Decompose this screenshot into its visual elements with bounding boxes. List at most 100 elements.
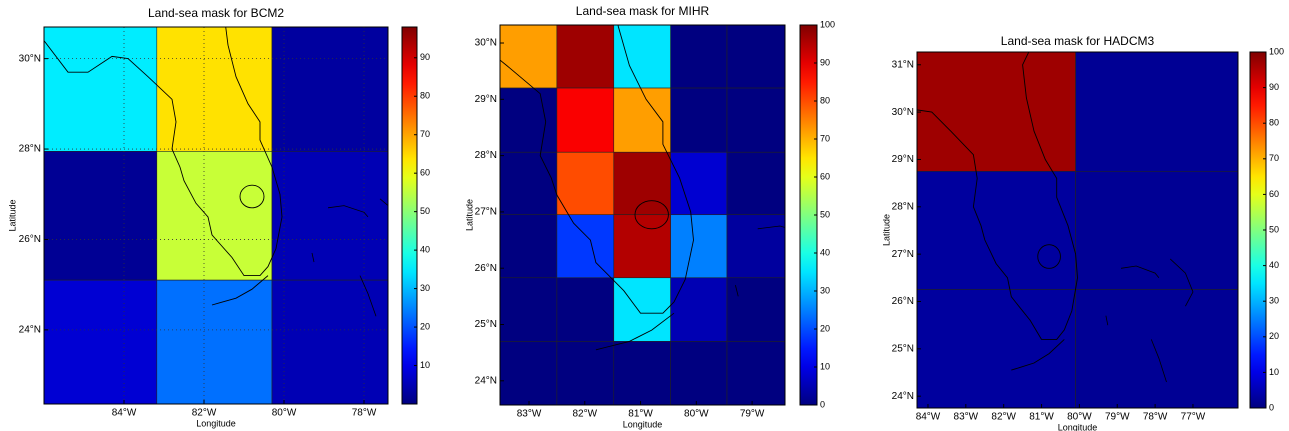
cell <box>556 341 615 405</box>
y-tick-label: 31°N <box>892 59 914 70</box>
lake <box>634 200 669 230</box>
cell <box>726 151 785 216</box>
cell <box>670 87 728 153</box>
colorbar-tick-label: 0 <box>1269 402 1274 412</box>
cell <box>670 25 728 89</box>
y-tick-label: 24°N <box>892 391 914 402</box>
cell <box>1075 52 1238 172</box>
cell <box>556 25 615 89</box>
x-axis-label: Longitude <box>1058 422 1098 431</box>
x-tick-label: 82°W <box>192 408 217 419</box>
colorbar-tick-label: 80 <box>420 91 430 101</box>
colorbar-tick-label: 90 <box>420 52 430 62</box>
y-tick-label: 26°N <box>19 234 41 245</box>
y-tick-label: 27°N <box>892 249 914 260</box>
cell <box>500 277 558 342</box>
x-tick-label: 80°W <box>1067 412 1092 423</box>
x-tick-label: 79°W <box>740 409 765 420</box>
colorbar-tick-label: 90 <box>1269 82 1279 92</box>
cell <box>156 27 273 152</box>
coastline <box>917 52 1078 340</box>
coastline <box>595 312 675 351</box>
axes-frame <box>43 26 389 405</box>
colorbar-tick-label: 100 <box>1269 46 1284 56</box>
coastline <box>830 218 863 274</box>
colorbar-tick-label: 80 <box>1269 118 1279 128</box>
colorbar-tick-label: 50 <box>1269 224 1279 234</box>
plot-area <box>500 25 863 405</box>
x-tick-label: 80°W <box>272 408 297 419</box>
cell <box>156 151 273 281</box>
cell <box>670 151 728 216</box>
cell <box>1075 170 1238 290</box>
y-tick-label: 24°N <box>19 325 41 336</box>
cell <box>500 341 558 405</box>
cell <box>271 151 388 281</box>
colorbar-tick-label: 10 <box>420 360 430 370</box>
x-tick-label: 78°W <box>352 408 377 419</box>
y-tick-label: 30°N <box>475 38 497 49</box>
colorbar-tick-label: 40 <box>1269 260 1279 270</box>
colorbar-tick-label: 60 <box>420 168 430 178</box>
colorbar-tick-label: 30 <box>420 283 430 293</box>
colorbar-tick-label: 80 <box>820 95 830 105</box>
coastline <box>1120 265 1160 279</box>
plot-area <box>44 27 388 404</box>
plot-area <box>917 52 1238 408</box>
x-axis-label: Longitude <box>623 419 663 429</box>
x-tick-label: 77°W <box>1181 412 1206 423</box>
colorbar-tick-label: 30 <box>820 285 830 295</box>
colorbar-tick-label: 60 <box>1269 189 1279 199</box>
cell <box>670 277 728 342</box>
colorbar-tick-label: 70 <box>420 129 430 139</box>
x-tick-label: 82°W <box>991 412 1016 423</box>
y-tick-label: 30°N <box>19 53 41 64</box>
cell <box>556 214 615 279</box>
colorbar-tick-label: 40 <box>820 247 830 257</box>
lake <box>239 184 265 209</box>
colorbar-tick-label: 70 <box>820 133 830 143</box>
cell <box>726 25 785 89</box>
coastline <box>211 275 269 306</box>
cell <box>917 52 1076 172</box>
y-tick-label: 30°N <box>892 107 914 118</box>
cell <box>613 214 671 279</box>
cell <box>44 27 158 152</box>
coastline <box>1169 258 1194 307</box>
colorbar-tick-label: 10 <box>820 361 830 371</box>
panel: 83°W 82°W 81°W 80°W 79°W 24°N 25°N 26°N 27°N 28°N… <box>464 4 863 429</box>
x-tick-label: 79°W <box>1105 412 1130 423</box>
coastline <box>1105 315 1109 326</box>
y-axis-label: Latitude <box>464 199 474 231</box>
x-axis-label: Longitude <box>196 418 236 428</box>
y-tick-label: 25°N <box>892 343 914 354</box>
cell <box>500 214 558 279</box>
y-tick-label: 29°N <box>475 94 497 105</box>
cell <box>556 151 615 216</box>
cell <box>500 87 558 153</box>
colorbar-tick-label: 40 <box>420 244 430 254</box>
y-axis-label: Latitude <box>7 199 17 231</box>
y-tick-label: 27°N <box>475 207 497 218</box>
cell <box>500 151 558 216</box>
x-tick-label: 82°W <box>572 409 597 420</box>
cell <box>726 277 785 342</box>
cell <box>613 277 671 342</box>
y-tick-label: 29°N <box>892 154 914 165</box>
cell <box>556 277 615 342</box>
y-tick-label: 26°N <box>475 263 497 274</box>
x-tick-label: 83°W <box>517 409 542 420</box>
cell <box>500 25 558 89</box>
colorbar-tick-label: 50 <box>820 209 830 219</box>
x-tick-label: 83°W <box>954 412 979 423</box>
chart-title: Land-sea mask for MIHR <box>576 4 710 18</box>
coastline <box>500 25 694 314</box>
coastline <box>1150 339 1167 383</box>
x-tick-label: 80°W <box>684 409 709 420</box>
cell <box>44 151 158 281</box>
cell <box>1075 289 1238 408</box>
coastline <box>359 275 377 317</box>
coastline <box>735 285 739 297</box>
cell <box>613 25 671 89</box>
